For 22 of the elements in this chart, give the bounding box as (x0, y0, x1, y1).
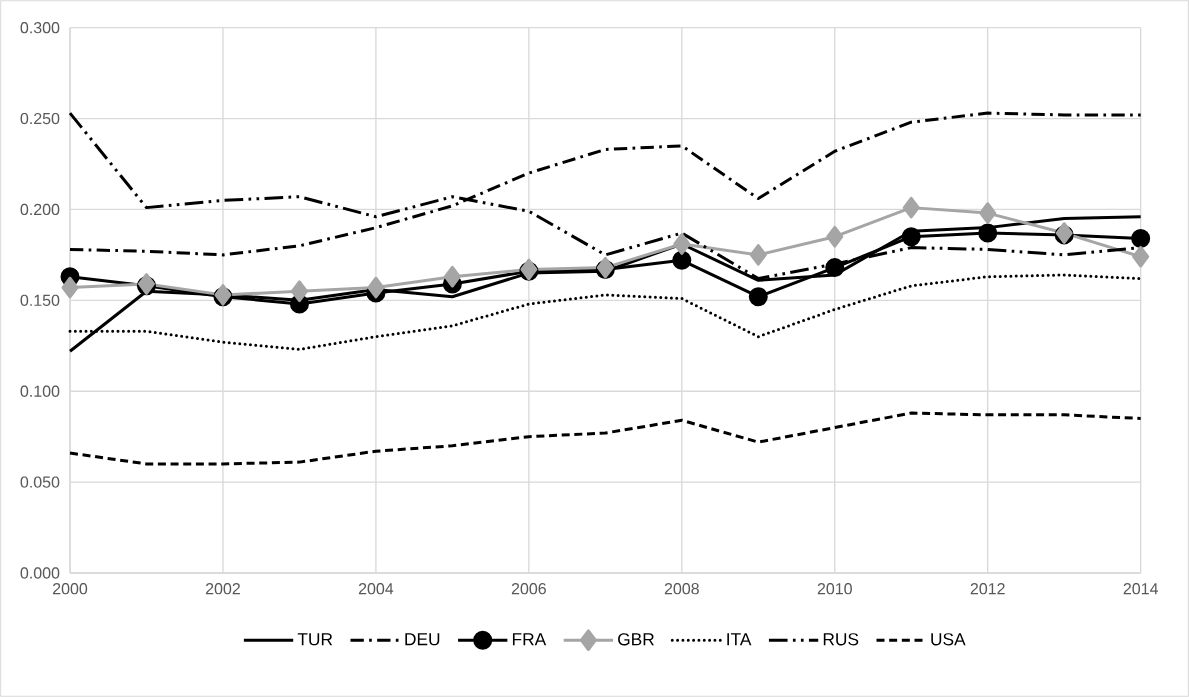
y-tick-label: 0.100 (20, 385, 60, 397)
y-tick-label: 0.300 (20, 22, 60, 34)
x-tick-label: 2006 (511, 583, 546, 595)
legend-label: RUS (823, 633, 859, 646)
x-tick-label: 2012 (970, 583, 1005, 595)
legend-label: FRA (512, 633, 547, 646)
y-tick-label: 0.050 (20, 476, 60, 488)
y-tick-label: 0.250 (20, 112, 60, 125)
legend-label: USA (931, 633, 966, 646)
legend-label: TUR (297, 633, 333, 646)
legend-label: DEU (405, 633, 440, 646)
legend-label: ITA (727, 633, 752, 646)
x-tick-label: 2002 (205, 583, 240, 595)
x-tick-label: 2010 (817, 583, 852, 595)
y-tick-label: 0.200 (20, 203, 60, 216)
y-tick-label: 0.000 (20, 567, 60, 579)
x-tick-label: 2008 (664, 583, 699, 595)
legend-label: GBR (618, 633, 654, 646)
x-tick-label: 2014 (1123, 583, 1158, 595)
y-tick-label: 0.150 (20, 294, 60, 306)
x-tick-label: 2000 (53, 583, 88, 595)
x-tick-label: 2004 (358, 583, 394, 595)
